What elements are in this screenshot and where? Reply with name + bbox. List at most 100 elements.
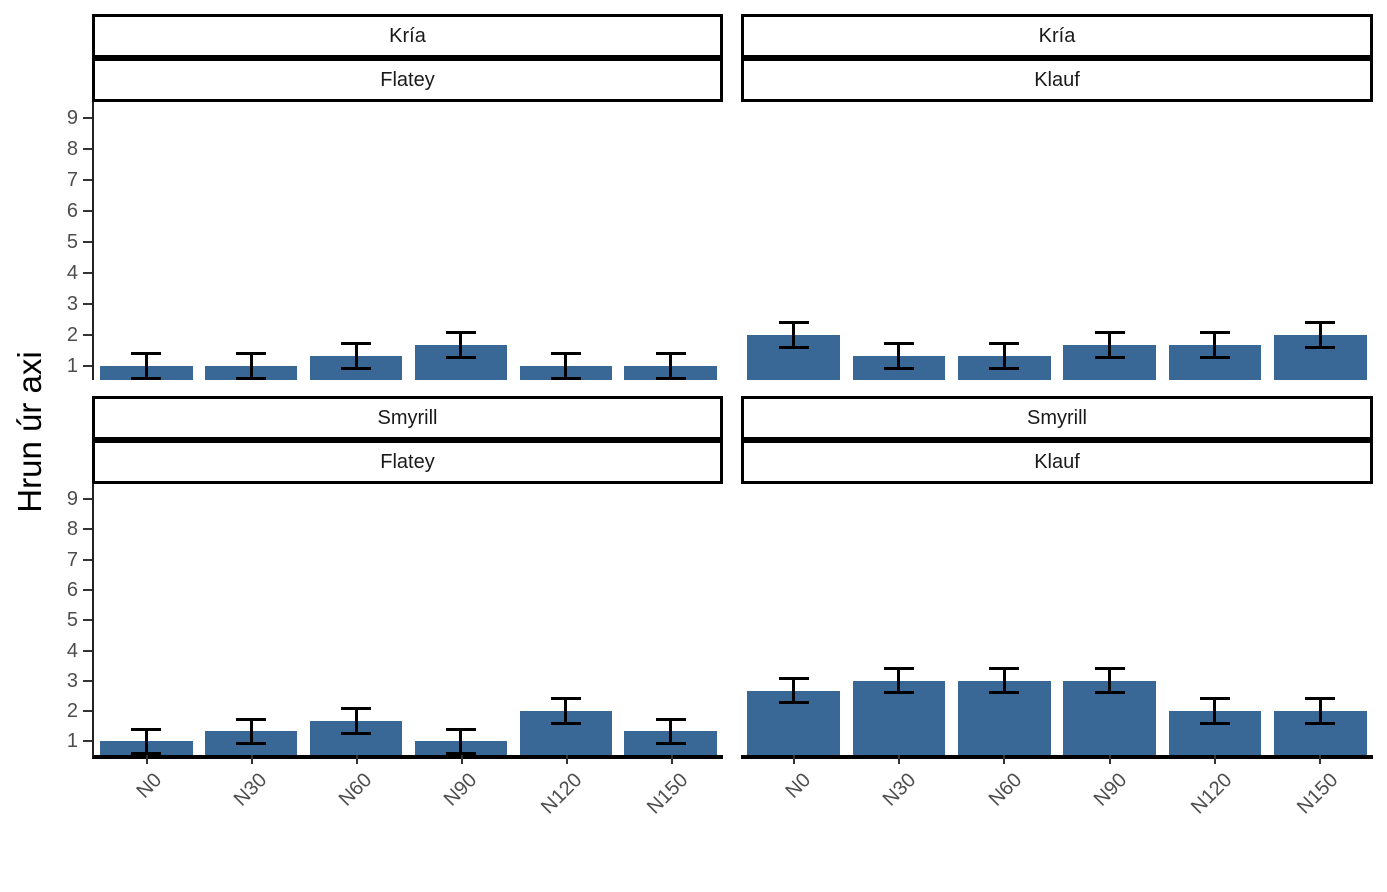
- error-bar-line: [897, 343, 901, 369]
- x-tick-label-n150: N150: [642, 769, 692, 819]
- y-tick-label: 5: [66, 609, 78, 632]
- facet-panel: 1 2 3 4 5 6 7 8 9: [67, 102, 723, 380]
- facet-panel: N0 N30 N60 N90 N120 N150: [741, 484, 1373, 818]
- facet-cell-kría-klauf: Kría Klauf: [741, 14, 1373, 380]
- error-bar-line: [1318, 322, 1322, 348]
- error-bar-cap-top: [778, 677, 809, 681]
- error-bar-line: [1213, 332, 1217, 358]
- facet-cell-smyrill-klauf: Smyrill Klauf N0 N30 N60 N90 N120 N150: [741, 396, 1373, 818]
- error-bar-cap-top: [341, 707, 372, 711]
- facet-strip-site: Klauf: [741, 440, 1373, 484]
- error-bar-cap-top: [883, 667, 914, 671]
- strip-site-label: Flatey: [380, 68, 435, 91]
- facet-panel: 1 2 3 4 5 6 7 8 9 N0 N30 N60 N90 N120 N150: [67, 484, 723, 818]
- y-tick-label: 6: [66, 578, 78, 601]
- error-bar-cap-bottom: [445, 752, 476, 755]
- facet-strip-group: Kría: [741, 14, 1373, 58]
- x-tick-label-n60: N60: [984, 769, 1026, 811]
- bar-slot-n30: [846, 102, 951, 380]
- facet-strip-site: Klauf: [741, 58, 1373, 102]
- y-tick: [83, 240, 92, 243]
- error-bar-cap-top: [989, 341, 1020, 345]
- error-bar-cap-bottom: [1199, 356, 1230, 360]
- y-tick-label: 8: [66, 137, 78, 160]
- error-bar-cap-bottom: [1305, 721, 1336, 725]
- error-bar-cap-top: [1094, 667, 1125, 671]
- bar-slot-n150: [618, 102, 723, 380]
- error-bar-cap-bottom: [655, 742, 686, 745]
- bar-slot-n120: [513, 484, 618, 755]
- y-tick: [83, 588, 92, 591]
- y-tick-label: 9: [66, 106, 78, 129]
- bar-slot-n30: [846, 484, 951, 755]
- bar-slot-n30: [199, 102, 304, 380]
- y-tick-label: 1: [66, 730, 78, 753]
- error-bar-line: [564, 353, 568, 379]
- error-bar-cap-bottom: [1094, 691, 1125, 695]
- y-tick-label: 8: [66, 518, 78, 541]
- error-bar-line: [144, 353, 148, 379]
- y-tick: [83, 209, 92, 212]
- error-bar-cap-bottom: [236, 742, 267, 745]
- strip-group-label: Smyrill: [1027, 406, 1087, 429]
- error-bar-cap-top: [131, 727, 162, 731]
- error-bar-line: [669, 353, 673, 379]
- bar-slots: [94, 102, 723, 380]
- error-bar-cap-bottom: [131, 376, 162, 380]
- x-tick-label-n30: N30: [879, 769, 921, 811]
- x-tick: [671, 755, 674, 764]
- error-bar-line: [1002, 668, 1006, 693]
- y-tick-label: 3: [66, 292, 78, 315]
- y-tick-label: 4: [66, 639, 78, 662]
- error-bar-cap-bottom: [550, 721, 581, 725]
- error-bar-line: [1213, 699, 1217, 724]
- bar-slot-n60: [952, 484, 1057, 755]
- bar-slot-n120: [1162, 484, 1267, 755]
- error-bar-cap-top: [1305, 697, 1336, 701]
- bar-slots: [741, 484, 1373, 755]
- error-bar-line: [564, 699, 568, 724]
- bar-slot-n90: [408, 102, 513, 380]
- y-tick: [83, 619, 92, 622]
- error-bar-line: [459, 729, 463, 754]
- error-bar-cap-top: [1199, 697, 1230, 701]
- error-bar-cap-top: [236, 717, 267, 721]
- error-bar-cap-bottom: [131, 752, 162, 755]
- error-bar-cap-top: [1199, 331, 1230, 335]
- y-tick: [83, 528, 92, 531]
- bar-slot-n90: [1057, 102, 1162, 380]
- bar-slots: [741, 102, 1373, 380]
- error-bar-cap-top: [550, 352, 581, 356]
- y-tick-label: 2: [66, 700, 78, 723]
- error-bar-line: [249, 719, 253, 744]
- error-bar-cap-bottom: [341, 366, 372, 370]
- error-bar-cap-bottom: [550, 376, 581, 380]
- y-tick: [83, 498, 92, 501]
- error-bar-line: [1108, 668, 1112, 693]
- x-axis: N0 N30 N60 N90 N120 N150: [741, 755, 1373, 865]
- error-bar-cap-bottom: [655, 376, 686, 380]
- facet-cell-kría-flatey: Kría Flatey 1 2 3 4 5 6 7 8 9: [67, 14, 723, 380]
- y-tick-label: 4: [66, 261, 78, 284]
- x-tick: [1108, 755, 1111, 764]
- error-bar-line: [1318, 699, 1322, 724]
- x-tick: [145, 755, 148, 764]
- error-bar-line: [354, 343, 358, 369]
- error-bar-cap-bottom: [778, 345, 809, 349]
- facet-strip-site: Flatey: [92, 440, 723, 484]
- facet-strip-group: Kría: [92, 14, 723, 58]
- error-bar-line: [1108, 332, 1112, 358]
- error-bar-cap-bottom: [341, 731, 372, 735]
- y-tick: [83, 333, 92, 336]
- error-bar-cap-top: [445, 331, 476, 335]
- bar-slot-n120: [1162, 102, 1267, 380]
- facet-strip-group: Smyrill: [741, 396, 1373, 440]
- error-bar-cap-top: [341, 341, 372, 345]
- x-tick: [1319, 755, 1322, 764]
- x-tick-label-n120: N120: [537, 769, 587, 819]
- bar-slot-n60: [304, 484, 409, 755]
- error-bar-line: [1002, 343, 1006, 369]
- strip-site-label: Klauf: [1034, 450, 1080, 473]
- strip-group-label: Kría: [389, 24, 426, 47]
